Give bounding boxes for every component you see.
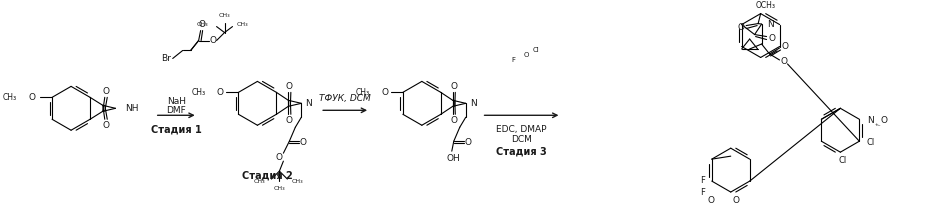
Text: F: F bbox=[511, 57, 515, 63]
Text: O: O bbox=[780, 41, 787, 50]
Text: Стадия 2: Стадия 2 bbox=[242, 170, 293, 180]
Text: ⁺: ⁺ bbox=[873, 124, 877, 130]
Text: CH₃: CH₃ bbox=[356, 88, 370, 97]
Text: O: O bbox=[299, 138, 307, 147]
Text: Cl: Cl bbox=[532, 48, 539, 54]
Text: O: O bbox=[880, 116, 886, 125]
Text: N: N bbox=[866, 116, 872, 125]
Text: O: O bbox=[737, 23, 744, 32]
Text: O: O bbox=[706, 195, 714, 205]
Text: DCM: DCM bbox=[511, 135, 531, 144]
Text: CH₃: CH₃ bbox=[236, 22, 248, 27]
Text: O: O bbox=[449, 82, 457, 91]
Text: O: O bbox=[285, 116, 293, 125]
Text: CH₃: CH₃ bbox=[196, 22, 209, 27]
Text: O: O bbox=[464, 138, 471, 147]
Text: O: O bbox=[276, 153, 282, 162]
Text: Cl: Cl bbox=[866, 138, 873, 147]
Text: OCH₃: OCH₃ bbox=[755, 1, 775, 10]
Text: O: O bbox=[209, 36, 216, 45]
Text: ⁻: ⁻ bbox=[875, 124, 879, 130]
Text: O: O bbox=[285, 82, 293, 91]
Text: F: F bbox=[700, 176, 704, 185]
Text: O: O bbox=[449, 116, 457, 125]
Text: O: O bbox=[198, 20, 205, 29]
Text: N: N bbox=[469, 99, 476, 108]
Text: Стадия 1: Стадия 1 bbox=[151, 124, 201, 134]
Text: O: O bbox=[102, 87, 110, 96]
Text: EDC, DMAP: EDC, DMAP bbox=[496, 125, 547, 134]
Text: NaH: NaH bbox=[166, 97, 186, 106]
Text: Br: Br bbox=[160, 54, 171, 63]
Text: N: N bbox=[305, 99, 312, 108]
Text: DMF: DMF bbox=[166, 106, 186, 115]
Text: CH₃: CH₃ bbox=[218, 13, 230, 18]
Text: CH₃: CH₃ bbox=[3, 93, 17, 102]
Text: CH₃: CH₃ bbox=[254, 179, 265, 184]
Text: O: O bbox=[767, 34, 774, 43]
Text: O: O bbox=[28, 93, 36, 102]
Text: N: N bbox=[767, 20, 773, 29]
Text: O: O bbox=[217, 88, 224, 97]
Text: NH: NH bbox=[126, 104, 139, 113]
Text: CH₃: CH₃ bbox=[192, 88, 206, 97]
Text: F: F bbox=[700, 187, 704, 197]
Text: CH₃: CH₃ bbox=[291, 179, 303, 184]
Text: CH₃: CH₃ bbox=[274, 186, 285, 191]
Text: Cl: Cl bbox=[837, 156, 846, 165]
Text: O: O bbox=[381, 88, 388, 97]
Text: O: O bbox=[523, 53, 529, 59]
Text: ТФУК, DCM: ТФУК, DCM bbox=[319, 94, 371, 103]
Text: O: O bbox=[102, 121, 110, 130]
Text: O: O bbox=[779, 57, 786, 67]
Text: OH: OH bbox=[447, 154, 460, 163]
Text: O: O bbox=[732, 195, 738, 205]
Text: Стадия 3: Стадия 3 bbox=[496, 146, 547, 156]
